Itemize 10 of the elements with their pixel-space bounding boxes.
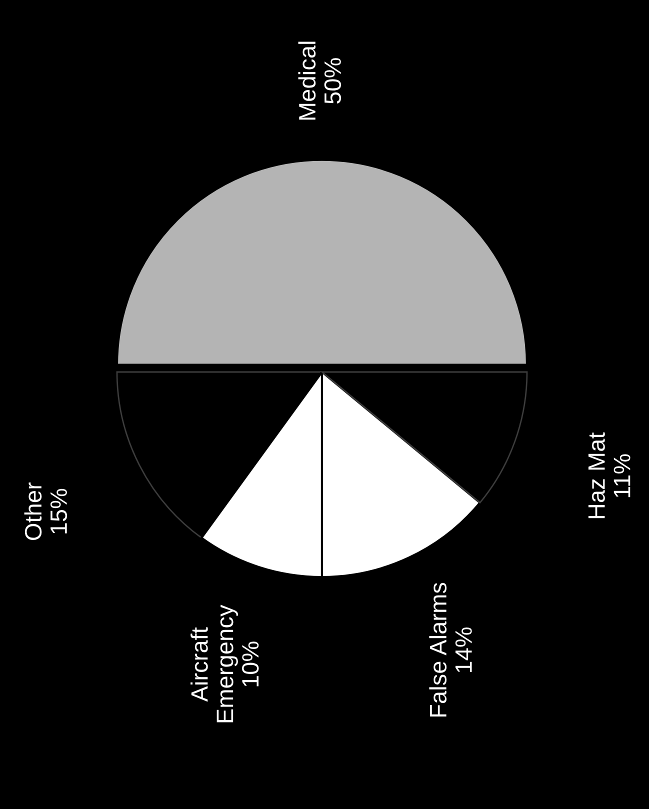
data-label: 14% <box>455 627 472 672</box>
slice-label: Medical <box>298 42 316 120</box>
data-label: 50% <box>324 58 342 104</box>
slice-label: Aircraft Emergency <box>190 604 238 722</box>
slice-label: False Alarms <box>429 582 447 717</box>
slice-label: Haz Mat <box>588 432 605 518</box>
data-label: 10% <box>242 642 259 686</box>
data-label: 15% <box>50 488 68 534</box>
slice-label: Other <box>24 482 42 540</box>
data-label: 11% <box>614 454 630 498</box>
